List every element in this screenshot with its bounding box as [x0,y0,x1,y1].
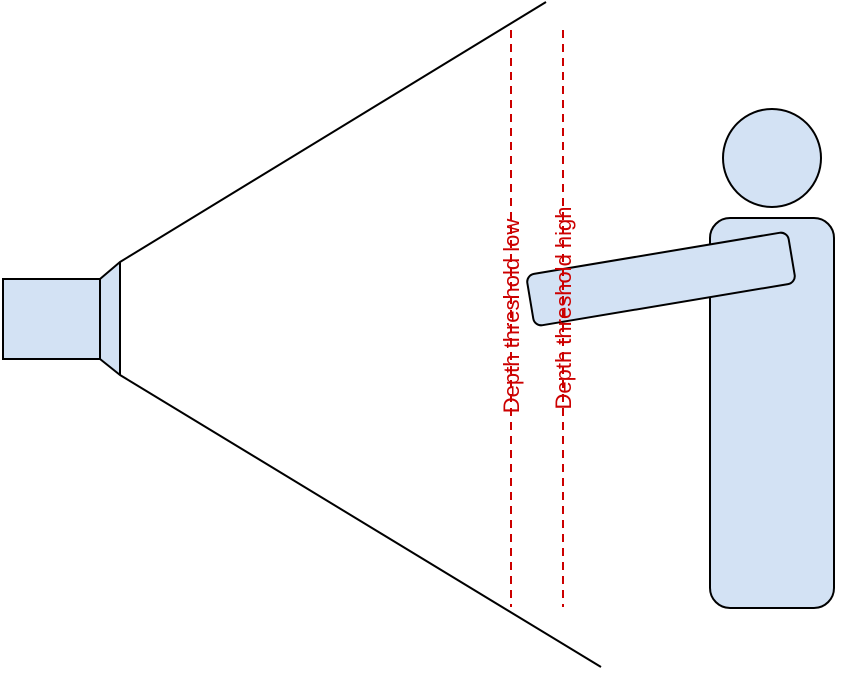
field-of-view-upper-edge [119,1,547,263]
person-arm [526,231,796,327]
threshold-high-label: Depth threshold high [551,206,576,409]
camera-lens [99,261,121,376]
threshold-low-label: Depth threshold low [499,219,524,414]
person-body [709,217,835,609]
person-head [722,108,822,208]
field-of-view-lower-edge [119,374,602,668]
camera-body [2,278,101,360]
